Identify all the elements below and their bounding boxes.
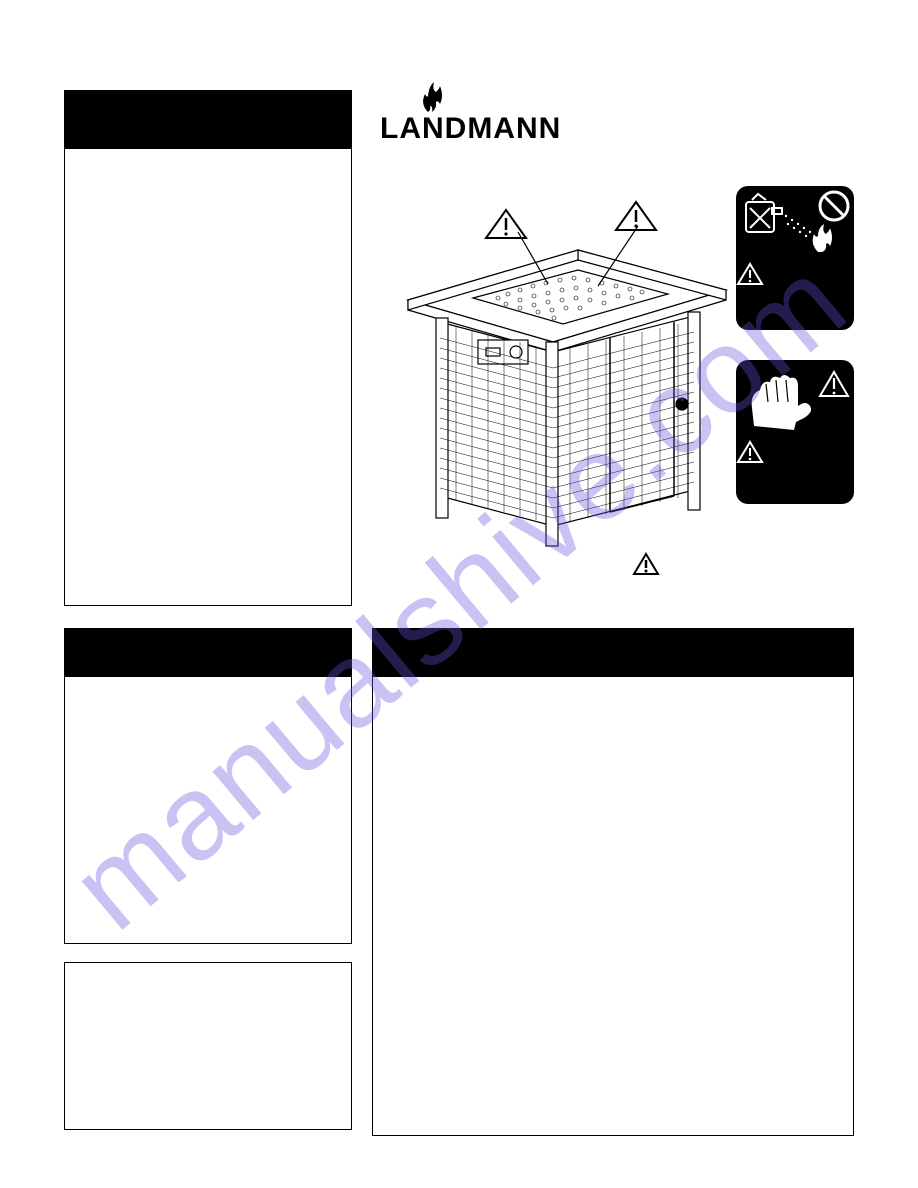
product-illustration	[378, 190, 748, 550]
brand-logo: LANDMANN	[380, 90, 590, 150]
danger-panel	[64, 90, 352, 606]
caution-panel	[64, 628, 352, 944]
glove-icon	[736, 360, 854, 504]
warning-triangle-icon	[616, 202, 656, 230]
brand-name: LANDMANN	[380, 112, 561, 146]
no-pour-flame-icon	[736, 186, 854, 330]
safety-header	[373, 629, 853, 677]
wear-gloves-tile	[736, 360, 854, 504]
danger-header	[65, 91, 351, 149]
keep-manual-panel	[64, 962, 352, 1130]
no-liquid-fuel-tile	[736, 186, 854, 330]
warning-triangle-icon	[486, 210, 526, 238]
safety-panel	[372, 628, 854, 1136]
warning-triangle-icon	[632, 552, 660, 576]
caution-header	[65, 629, 351, 677]
flame-icon	[418, 82, 446, 114]
